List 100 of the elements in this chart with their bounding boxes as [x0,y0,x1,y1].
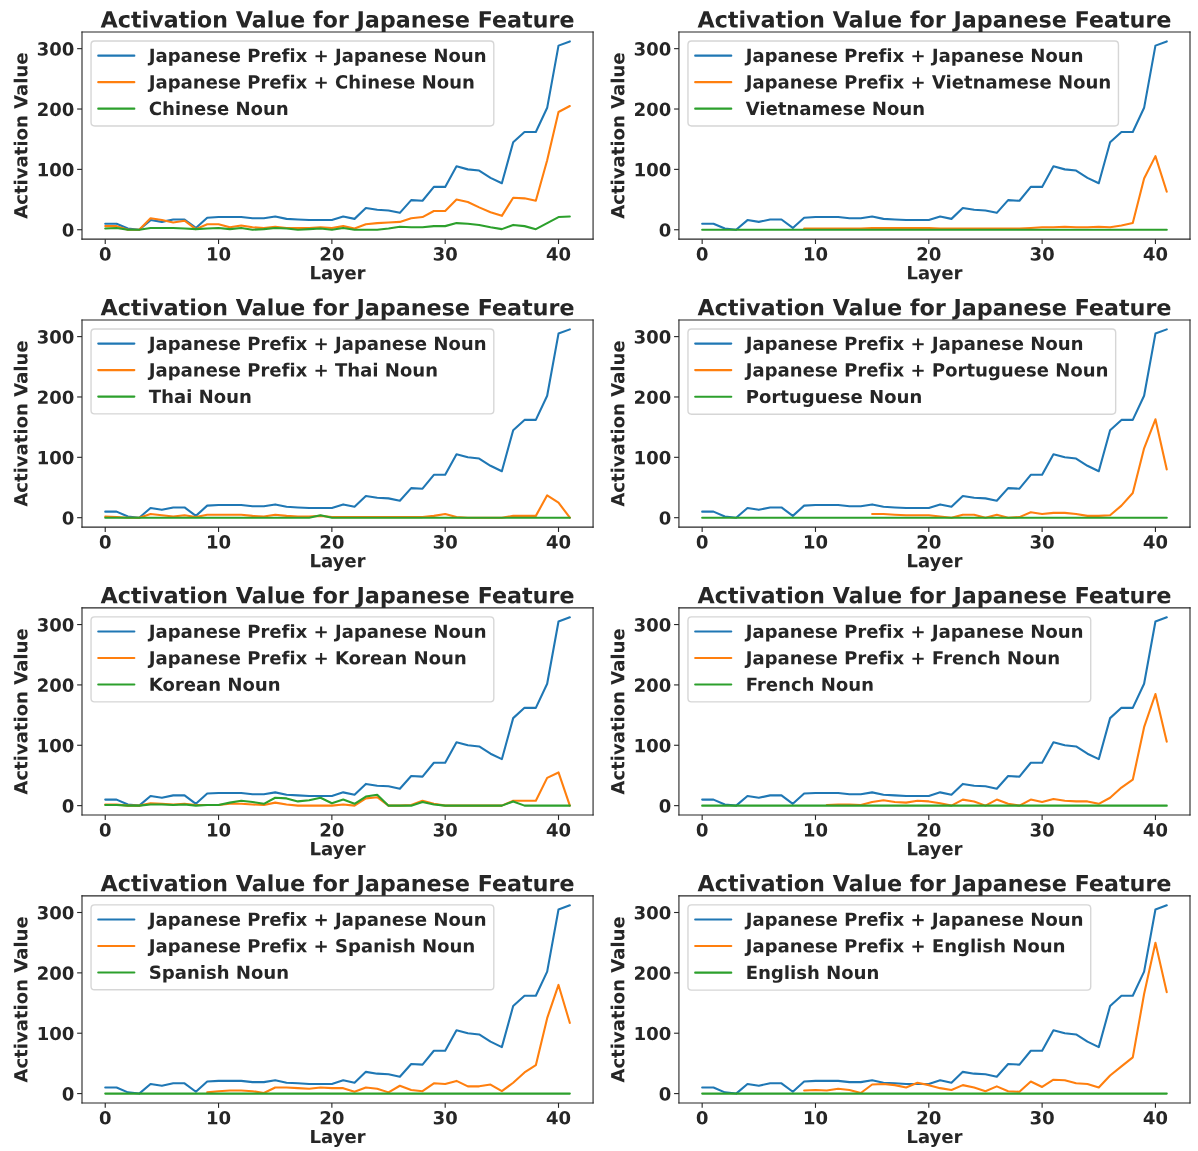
y-tick-label: 200 [38,102,74,117]
y-tick-label: 200 [38,678,74,693]
x-tick-label: 30 [433,535,457,549]
y-tick-label: 300 [37,618,74,632]
y-tick-label: 300 [37,42,74,56]
x-tick-label: 30 [433,1110,457,1125]
y-tick-label: 300 [634,618,671,632]
y-axis-title: Activation Value [13,53,28,219]
legend-label: English Noun [747,965,878,983]
line-series [701,40,1168,231]
x-tick-label: 40 [1143,247,1168,261]
x-axis-title: Layer [908,266,963,284]
legend-label: Japanese Prefix + Japanese Noun [744,336,1083,354]
x-tick-label: 20 [917,247,941,261]
legend-label: Japanese Prefix + Portuguese Noun [744,362,1108,381]
chart-title: Activation Value for Japanese Feature [697,298,1171,320]
y-tick-label: 0 [659,1087,671,1101]
y-axis-title: Activation Value [610,341,625,507]
x-tick-label: 10 [804,1110,828,1125]
y-tick-label: 100 [635,450,671,465]
y-axis-title: Activation Value [610,629,625,795]
line-series [825,692,1168,807]
x-tick-label: 20 [320,535,344,549]
legend-label: Portuguese Noun [747,389,921,407]
legend-label: French Noun [747,677,873,692]
x-tick-label: 0 [99,535,111,549]
x-tick-label: 10 [208,535,231,549]
x-tick-label: 20 [320,1110,344,1125]
x-tick-label: 0 [696,247,708,261]
legend-label: Japanese Prefix + Vietnamese Noun [744,74,1110,93]
x-tick-label: 10 [804,247,828,261]
y-axis-title: Activation Value [13,341,28,507]
x-tick-label: 30 [1030,823,1054,837]
x-tick-label: 30 [433,823,457,837]
y-tick-label: 100 [635,738,671,753]
y-tick-label: 100 [38,1026,74,1041]
x-tick-label: 20 [320,247,344,261]
x-axis-title: Layer [908,841,963,860]
x-tick-label: 10 [208,247,231,261]
x-tick-label: 30 [433,247,457,261]
x-axis-title: Layer [311,841,366,860]
x-tick-label: 40 [546,1110,571,1125]
line-series [104,793,571,807]
legend-label: Japanese Prefix + French Noun [744,650,1059,669]
chart-title: Activation Value for Japanese Feature [100,10,574,32]
x-tick-label: 30 [1030,535,1054,549]
line-series [701,904,1168,1095]
x-tick-label: 30 [1030,247,1054,261]
line-series [701,328,1168,519]
y-axis-title: Activation Value [13,629,28,795]
y-tick-label: 200 [38,966,74,980]
y-tick-label: 0 [659,511,671,525]
legend-label: Japanese Prefix + Japanese Noun [147,912,486,930]
y-tick-label: 0 [659,223,671,237]
legend-label: Japanese Prefix + Japanese Noun [744,48,1083,66]
y-tick-label: 100 [38,738,74,753]
legend-label: Spanish Noun [150,965,288,983]
x-axis-title: Layer [311,1129,366,1147]
legend-label: Japanese Prefix + English Noun [744,938,1065,957]
legend-label: Japanese Prefix + Japanese Noun [147,48,486,66]
x-tick-label: 40 [546,535,571,549]
chart-title: Activation Value for Japanese Feature [100,298,574,320]
legend-label: Japanese Prefix + Japanese Noun [147,336,486,354]
y-tick-label: 100 [635,1026,671,1041]
y-axis-title: Activation Value [13,917,28,1083]
y-tick-label: 100 [635,162,671,177]
x-tick-label: 40 [1143,1110,1168,1125]
x-axis-title: Layer [311,554,366,572]
y-axis-title: Activation Value [610,53,625,219]
x-tick-label: 10 [804,823,828,837]
legend-label: Japanese Prefix + Japanese Noun [147,624,486,642]
legend-label: Japanese Prefix + Spanish Noun [147,938,474,957]
line-series [104,328,571,519]
line-series [803,155,1168,230]
legend-label: Japanese Prefix + Japanese Noun [744,912,1083,930]
x-axis-title: Layer [908,554,963,572]
x-tick-label: 0 [99,247,111,261]
y-tick-label: 200 [38,390,74,405]
chart-title: Activation Value for Japanese Feature [697,10,1171,32]
x-tick-label: 20 [917,823,941,837]
y-tick-label: 0 [62,511,74,525]
x-tick-label: 0 [99,823,111,837]
y-tick-label: 200 [635,102,671,117]
line-series [206,983,571,1095]
legend-label: Chinese Noun [149,101,288,116]
y-tick-label: 300 [634,330,671,344]
x-tick-label: 0 [696,535,708,549]
line-series [104,616,571,807]
line-series [104,40,571,231]
chart-title: Activation Value for Japanese Feature [100,586,574,608]
legend-label: Japanese Prefix + Thai Noun [147,362,437,381]
y-tick-label: 200 [635,966,671,980]
x-axis-title: Layer [908,1129,963,1147]
y-tick-label: 200 [635,390,671,405]
y-axis-title: Activation Value [610,917,625,1083]
x-tick-label: 0 [696,1110,708,1125]
x-tick-label: 20 [917,1110,941,1125]
y-tick-label: 0 [62,799,74,813]
x-tick-label: 40 [546,823,571,837]
y-tick-label: 200 [635,678,671,693]
